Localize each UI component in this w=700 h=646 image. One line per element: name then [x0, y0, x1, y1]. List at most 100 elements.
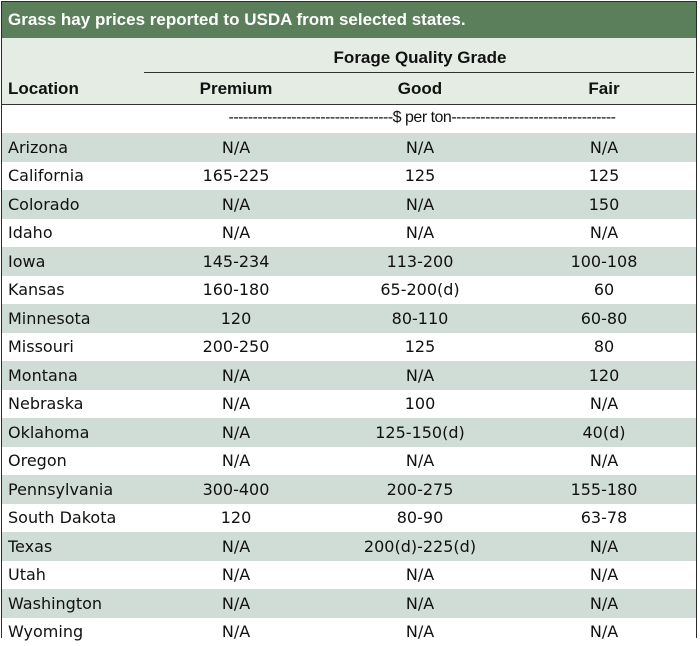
premium-price-cell: N/A [144, 190, 328, 219]
location-cell: Nebraska [2, 390, 144, 419]
good-price-cell: 113-200 [328, 247, 512, 276]
units-row: ----------------------------------$ per … [2, 104, 696, 133]
good-price-cell: N/A [328, 361, 512, 390]
premium-price-cell: N/A [144, 561, 328, 590]
table-header: Forage Quality Grade Location Premium Go… [2, 38, 696, 104]
premium-price-cell: 200-250 [144, 333, 328, 362]
location-cell: Arizona [2, 133, 144, 162]
fair-price-cell: 120 [512, 361, 696, 390]
premium-column-header: Premium [144, 79, 328, 99]
location-column-header: Location [8, 79, 79, 99]
fair-price-cell: 100-108 [512, 247, 696, 276]
fair-price-cell: 150 [512, 190, 696, 219]
fair-column-header: Fair [512, 79, 696, 99]
premium-price-cell: N/A [144, 361, 328, 390]
units-label: ----------------------------------$ per … [150, 109, 694, 127]
premium-price-cell: 300-400 [144, 475, 328, 504]
fair-price-cell: N/A [512, 447, 696, 476]
good-price-cell: 200(d)-225(d) [328, 532, 512, 561]
fair-price-cell: 40(d) [512, 418, 696, 447]
location-cell: Wyoming [2, 618, 144, 646]
fair-price-cell: N/A [512, 390, 696, 419]
location-cell: Iowa [2, 247, 144, 276]
group-heading-rule [144, 72, 694, 73]
location-cell: Oregon [2, 447, 144, 476]
forage-quality-grade-heading: Forage Quality Grade [144, 48, 696, 68]
premium-price-cell: N/A [144, 219, 328, 248]
good-price-cell: 100 [328, 390, 512, 419]
location-cell: Oklahoma [2, 418, 144, 447]
good-price-cell: 125-150(d) [328, 418, 512, 447]
good-price-cell: N/A [328, 133, 512, 162]
fair-price-cell: 80 [512, 333, 696, 362]
fair-price-cell: N/A [512, 618, 696, 646]
fair-price-cell: 60 [512, 276, 696, 305]
good-price-cell: N/A [328, 618, 512, 646]
premium-price-cell: N/A [144, 390, 328, 419]
good-price-cell: 80-90 [328, 504, 512, 533]
location-cell: Texas [2, 532, 144, 561]
premium-price-cell: N/A [144, 532, 328, 561]
fair-price-cell: N/A [512, 561, 696, 590]
table-title: Grass hay prices reported to USDA from s… [2, 2, 696, 38]
good-price-cell: 80-110 [328, 304, 512, 333]
location-cell: Pennsylvania [2, 475, 144, 504]
fair-price-cell: 155-180 [512, 475, 696, 504]
good-price-cell: N/A [328, 561, 512, 590]
location-cell: Colorado [2, 190, 144, 219]
location-cell: Missouri [2, 333, 144, 362]
premium-price-cell: 160-180 [144, 276, 328, 305]
good-column-header: Good [328, 79, 512, 99]
location-cell: South Dakota [2, 504, 144, 533]
premium-price-cell: 120 [144, 304, 328, 333]
fair-price-cell: N/A [512, 589, 696, 618]
fair-price-cell: N/A [512, 133, 696, 162]
good-price-cell: N/A [328, 589, 512, 618]
location-cell: Minnesota [2, 304, 144, 333]
good-price-cell: 125 [328, 162, 512, 191]
location-cell: Kansas [2, 276, 144, 305]
good-price-cell: 65-200(d) [328, 276, 512, 305]
location-cell: Montana [2, 361, 144, 390]
fair-price-cell: 125 [512, 162, 696, 191]
location-cell: Washington [2, 589, 144, 618]
fair-price-cell: N/A [512, 219, 696, 248]
location-cell: Idaho [2, 219, 144, 248]
premium-price-cell: 145-234 [144, 247, 328, 276]
fair-price-cell: 63-78 [512, 504, 696, 533]
location-cell: Utah [2, 561, 144, 590]
good-price-cell: N/A [328, 447, 512, 476]
premium-price-cell: N/A [144, 589, 328, 618]
fair-price-cell: 60-80 [512, 304, 696, 333]
premium-price-cell: 165-225 [144, 162, 328, 191]
good-price-cell: N/A [328, 190, 512, 219]
premium-price-cell: N/A [144, 447, 328, 476]
location-cell: California [2, 162, 144, 191]
premium-price-cell: 120 [144, 504, 328, 533]
premium-price-cell: N/A [144, 618, 328, 646]
premium-price-cell: N/A [144, 133, 328, 162]
premium-price-cell: N/A [144, 418, 328, 447]
fair-price-cell: N/A [512, 532, 696, 561]
good-price-cell: 125 [328, 333, 512, 362]
